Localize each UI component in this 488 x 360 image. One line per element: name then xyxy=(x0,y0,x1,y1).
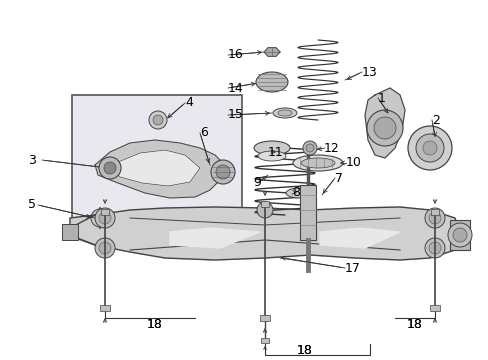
Text: 16: 16 xyxy=(227,49,243,62)
Text: 18: 18 xyxy=(406,319,422,332)
Text: 13: 13 xyxy=(361,66,377,78)
Polygon shape xyxy=(112,150,200,186)
Ellipse shape xyxy=(256,72,287,92)
Ellipse shape xyxy=(253,141,289,155)
Text: 18: 18 xyxy=(147,319,163,332)
Circle shape xyxy=(447,223,471,247)
Bar xyxy=(299,185,315,240)
Bar xyxy=(430,209,438,215)
Polygon shape xyxy=(364,88,404,158)
Bar xyxy=(100,305,110,311)
Text: 8: 8 xyxy=(291,185,299,198)
Text: 9: 9 xyxy=(252,176,260,189)
Text: 2: 2 xyxy=(431,113,439,126)
Circle shape xyxy=(452,228,466,242)
Circle shape xyxy=(424,238,444,258)
Text: 10: 10 xyxy=(346,157,361,170)
Bar xyxy=(261,201,268,207)
Polygon shape xyxy=(70,207,459,260)
Circle shape xyxy=(99,242,111,254)
Text: 11: 11 xyxy=(267,145,283,158)
Circle shape xyxy=(91,209,109,227)
Text: 6: 6 xyxy=(200,126,207,139)
Ellipse shape xyxy=(285,188,313,198)
Text: 12: 12 xyxy=(324,141,339,154)
Text: 4: 4 xyxy=(184,96,192,109)
Circle shape xyxy=(153,115,163,125)
Ellipse shape xyxy=(272,108,296,118)
Text: 18: 18 xyxy=(296,343,312,356)
Ellipse shape xyxy=(258,151,285,161)
Circle shape xyxy=(303,141,316,155)
Circle shape xyxy=(210,160,235,184)
Circle shape xyxy=(366,110,402,146)
Ellipse shape xyxy=(292,155,342,171)
Text: 1: 1 xyxy=(377,91,385,104)
Text: 15: 15 xyxy=(227,108,244,122)
Polygon shape xyxy=(95,140,224,198)
Polygon shape xyxy=(319,228,399,248)
Bar xyxy=(429,305,439,311)
Text: 18: 18 xyxy=(147,319,163,332)
Circle shape xyxy=(407,126,451,170)
Text: 3: 3 xyxy=(28,153,36,166)
Text: 7: 7 xyxy=(334,171,342,184)
Text: 18: 18 xyxy=(296,343,312,356)
Circle shape xyxy=(149,111,167,129)
Circle shape xyxy=(415,134,443,162)
Bar xyxy=(72,95,242,230)
Circle shape xyxy=(428,242,440,254)
Circle shape xyxy=(428,212,440,224)
Circle shape xyxy=(95,238,115,258)
Text: 18: 18 xyxy=(406,319,422,332)
Circle shape xyxy=(305,144,313,152)
Circle shape xyxy=(95,213,105,223)
Ellipse shape xyxy=(278,110,291,116)
Polygon shape xyxy=(170,228,260,248)
Circle shape xyxy=(99,157,121,179)
Bar xyxy=(260,315,269,321)
Circle shape xyxy=(99,212,111,224)
Ellipse shape xyxy=(301,158,334,168)
Bar xyxy=(101,209,109,215)
Bar xyxy=(261,338,268,343)
Circle shape xyxy=(424,208,444,228)
Polygon shape xyxy=(264,48,280,56)
Circle shape xyxy=(95,208,115,228)
Bar xyxy=(62,224,78,240)
Text: 5: 5 xyxy=(28,198,36,211)
Bar xyxy=(449,220,469,250)
Circle shape xyxy=(422,141,436,155)
Circle shape xyxy=(104,162,116,174)
Circle shape xyxy=(373,117,395,139)
Text: 17: 17 xyxy=(345,261,360,274)
Text: 14: 14 xyxy=(227,81,243,94)
Circle shape xyxy=(216,165,229,179)
Circle shape xyxy=(257,202,272,218)
